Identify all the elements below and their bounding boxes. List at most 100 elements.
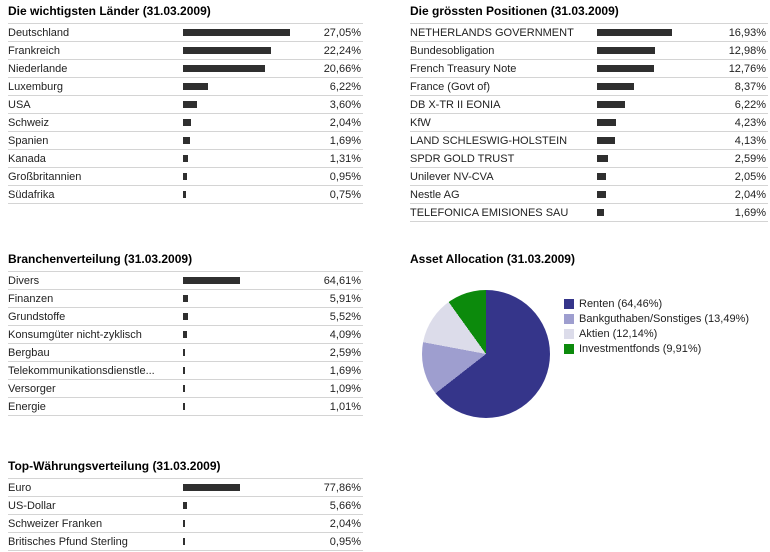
bar-segment <box>597 83 634 90</box>
row-value: 2,59% <box>734 152 766 165</box>
row-bar <box>183 520 305 527</box>
row-value: 3,60% <box>329 98 361 111</box>
row-bar <box>183 65 305 72</box>
bar-segment <box>183 295 188 302</box>
row-label: NETHERLANDS GOVERNMENT <box>410 26 574 39</box>
row-bar <box>597 191 710 198</box>
table-row: KfW 4,23% <box>410 114 768 132</box>
row-label: Finanzen <box>8 292 54 305</box>
row-label: France (Govt of) <box>410 80 491 93</box>
section-positions: Die grössten Positionen (31.03.2009) NET… <box>410 4 768 222</box>
table-row: TELEFONICA EMISIONES SAU 1,69% <box>410 204 768 222</box>
bar-segment <box>597 101 625 108</box>
left-column: Die wichtigsten Länder (31.03.2009) Deut… <box>8 4 363 551</box>
row-label: French Treasury Note <box>410 62 517 75</box>
row-label: LAND SCHLESWIG-HOLSTEIN <box>410 134 568 147</box>
table-row: Divers 64,61% <box>8 272 363 290</box>
bar-segment <box>597 155 608 162</box>
row-bar <box>597 119 710 126</box>
table-row: Bundesobligation 12,98% <box>410 42 768 60</box>
row-value: 2,04% <box>329 116 361 129</box>
row-label: Konsumgüter nicht-zyklisch <box>8 328 142 341</box>
row-bar <box>183 83 305 90</box>
table-row: Kanada 1,31% <box>8 150 363 168</box>
table-row: Südafrika 0,75% <box>8 186 363 204</box>
row-value: 5,91% <box>329 292 361 305</box>
row-value: 0,95% <box>329 535 361 548</box>
row-label: DB X-TR II EONIA <box>410 98 501 111</box>
bar-segment <box>597 47 655 54</box>
bar-segment <box>183 538 185 545</box>
row-label: Energie <box>8 400 46 413</box>
countries-table: Deutschland 27,05% Frankreich 22,24% Niederl… <box>8 23 363 204</box>
table-row: Britisches Pfund Sterling 0,95% <box>8 533 363 551</box>
legend-item: Investmentfonds (9,91%) <box>564 341 749 356</box>
row-value: 4,09% <box>329 328 361 341</box>
bar-segment <box>183 29 290 36</box>
row-label: TELEFONICA EMISIONES SAU <box>410 206 569 219</box>
row-value: 1,31% <box>329 152 361 165</box>
row-bar <box>183 29 305 36</box>
bar-segment <box>183 385 185 392</box>
row-value: 0,75% <box>329 188 361 201</box>
legend-swatch <box>564 343 574 354</box>
row-label: Nestle AG <box>410 188 460 201</box>
row-value: 1,09% <box>329 382 361 395</box>
bar-segment <box>183 119 191 126</box>
row-label: SPDR GOLD TRUST <box>410 152 515 165</box>
table-row: Schweizer Franken 2,04% <box>8 515 363 533</box>
row-label: Unilever NV-CVA <box>410 170 494 183</box>
row-value: 1,01% <box>329 400 361 413</box>
table-row: Unilever NV-CVA 2,05% <box>410 168 768 186</box>
table-row: Niederlande 20,66% <box>8 60 363 78</box>
bar-segment <box>183 313 188 320</box>
bar-segment <box>183 403 185 410</box>
row-value: 1,69% <box>734 206 766 219</box>
table-row: Euro 77,86% <box>8 479 363 497</box>
row-bar <box>597 101 710 108</box>
row-value: 77,86% <box>323 481 361 494</box>
table-row: Schweiz 2,04% <box>8 114 363 132</box>
row-value: 8,37% <box>734 80 766 93</box>
table-row: USA 3,60% <box>8 96 363 114</box>
legend-item: Renten (64,46%) <box>564 296 749 311</box>
row-label: Britisches Pfund Sterling <box>8 535 128 548</box>
bar-segment <box>183 349 185 356</box>
row-bar <box>183 173 305 180</box>
row-label: US-Dollar <box>8 499 56 512</box>
table-row: Telekommunikationsdienstle... 1,69% <box>8 362 363 380</box>
row-label: Niederlande <box>8 62 68 75</box>
row-value: 12,76% <box>728 62 766 75</box>
legend-label: Aktien (12,14%) <box>579 327 658 340</box>
row-bar <box>597 137 710 144</box>
row-bar <box>183 502 305 509</box>
row-bar <box>183 367 305 374</box>
legend-item: Aktien (12,14%) <box>564 326 749 341</box>
bar-segment <box>597 65 654 72</box>
row-value: 0,95% <box>329 170 361 183</box>
bar-segment <box>183 65 265 72</box>
bar-segment <box>183 484 240 491</box>
row-value: 2,04% <box>734 188 766 201</box>
table-row: Bergbau 2,59% <box>8 344 363 362</box>
bar-segment <box>183 173 187 180</box>
sectors-table: Divers 64,61% Finanzen 5,91% Grundstoffe 5,52… <box>8 271 363 416</box>
bar-segment <box>183 101 197 108</box>
row-value: 4,23% <box>734 116 766 129</box>
bar-segment <box>183 137 190 144</box>
row-label: Divers <box>8 274 40 287</box>
countries-title: Die wichtigsten Länder (31.03.2009) <box>8 4 211 18</box>
bar-segment <box>597 29 672 36</box>
bar-segment <box>183 47 271 54</box>
bar-segment <box>183 520 185 527</box>
asset-allocation-title: Asset Allocation (31.03.2009) <box>410 252 575 266</box>
row-label: Telekommunikationsdienstle... <box>8 364 155 377</box>
row-label: Großbritannien <box>8 170 82 183</box>
row-value: 2,04% <box>329 517 361 530</box>
row-bar <box>597 155 710 162</box>
bar-segment <box>597 191 606 198</box>
section-asset-allocation: Asset Allocation (31.03.2009) Renten (64… <box>410 252 768 418</box>
asset-allocation-pie <box>422 290 550 418</box>
row-label: Bundesobligation <box>410 44 495 57</box>
table-row: SPDR GOLD TRUST 2,59% <box>410 150 768 168</box>
